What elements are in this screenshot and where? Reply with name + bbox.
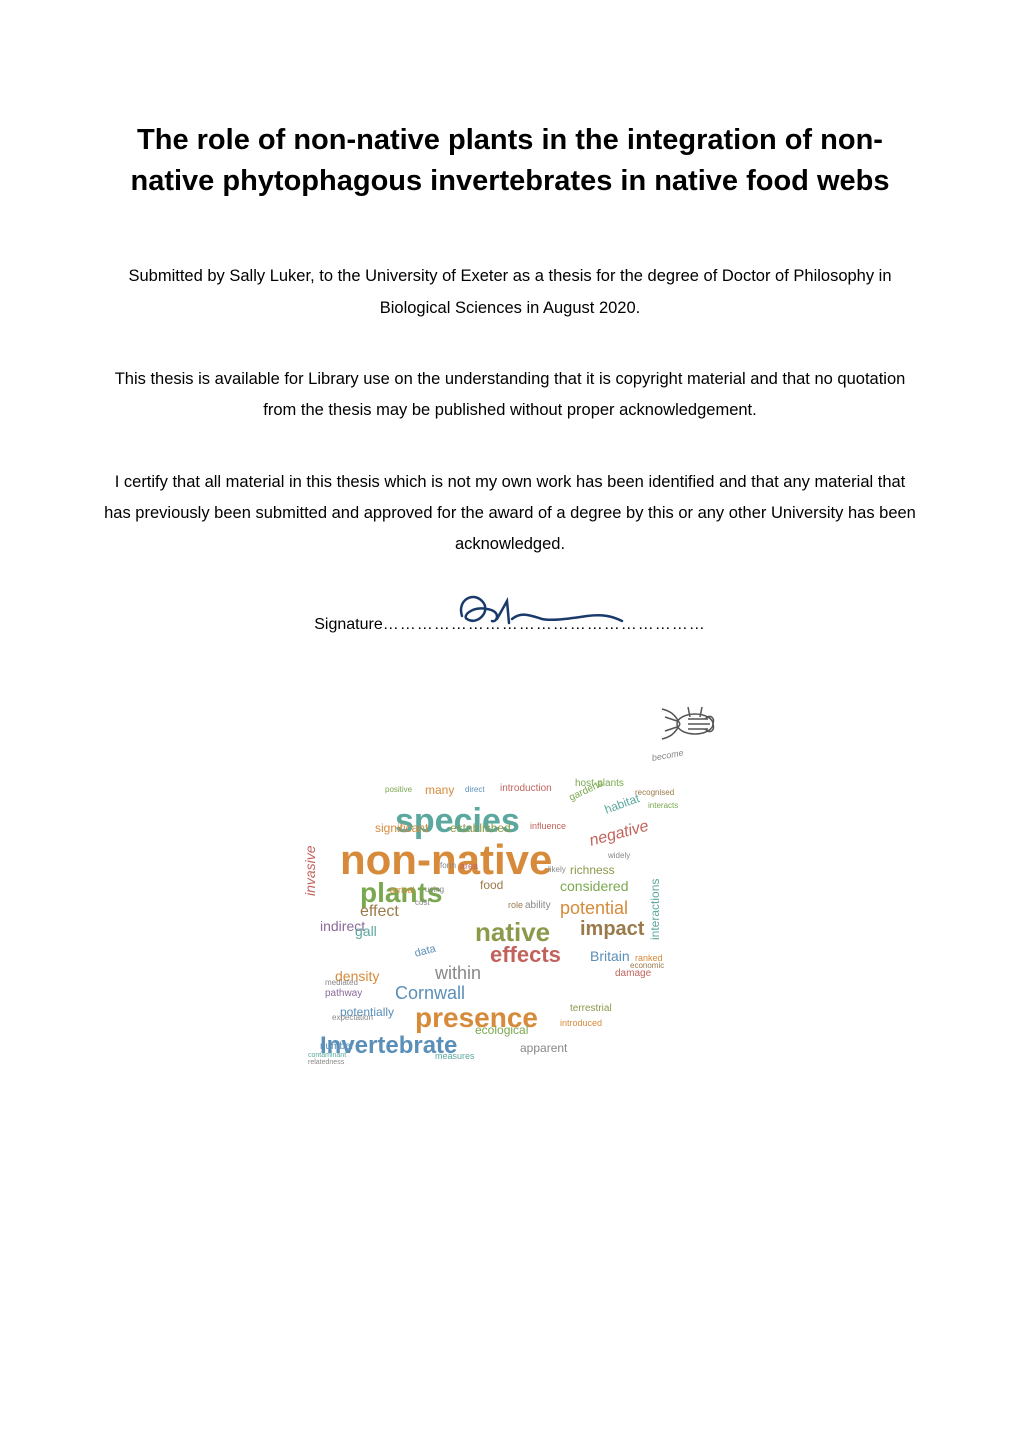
wordcloud-word: data [414, 943, 438, 959]
wordcloud-word: gall [355, 924, 377, 938]
wordcloud-word: recognised [635, 789, 674, 797]
wordcloud-word: within [435, 964, 481, 982]
wordcloud-word: widely [608, 852, 630, 860]
wordcloud-container: non-nativespeciesplantsnativepresenceInv… [100, 694, 920, 1074]
wordcloud-word: using [425, 886, 444, 894]
submission-statement: Submitted by Sally Luker, to the Univers… [100, 261, 920, 324]
signature-label: Signature [314, 616, 383, 634]
wordcloud-word: pathway [325, 989, 362, 999]
wordcloud-word: mediated [325, 979, 358, 987]
wordcloud-word: introduction [500, 784, 552, 794]
thesis-title: The role of non-native plants in the int… [100, 120, 920, 201]
wordcloud-word: ability [525, 901, 551, 911]
wordcloud-word: apparent [520, 1042, 567, 1054]
wordcloud-word: area [460, 862, 478, 871]
wordcloud-word: likely [548, 866, 566, 874]
wordcloud-word: economic [630, 962, 664, 970]
wordcloud-word: Cornwall [395, 984, 465, 1002]
wordcloud-word: significant [375, 822, 428, 834]
insect-icon [650, 699, 720, 749]
wordcloud-word: native [475, 919, 550, 945]
wordcloud-word: interactions [649, 878, 661, 939]
wordcloud-word: many [425, 784, 454, 796]
wordcloud-word: cost [415, 899, 430, 907]
wordcloud-word: damage [615, 969, 651, 979]
wordcloud-word: non-native [340, 839, 552, 881]
wordcloud-word: potential [560, 899, 628, 917]
signature-handwriting [447, 581, 627, 636]
wordcloud-word: considered [560, 879, 629, 893]
wordcloud-word: relatedness [308, 1059, 344, 1066]
wordcloud-word: measures [435, 1052, 475, 1061]
wordcloud-word: become [651, 748, 684, 762]
wordcloud-word: terrestrial [570, 1004, 612, 1014]
wordcloud-word: impact [580, 919, 644, 939]
wordcloud-word: ecological [475, 1024, 528, 1036]
signature-line: Signature………………………………………………… [100, 616, 920, 634]
wordcloud-leaf-shape: non-nativespeciesplantsnativepresenceInv… [260, 694, 760, 1074]
wordcloud-word: role [508, 901, 523, 910]
wordcloud-word: introduced [560, 1019, 602, 1028]
wordcloud-word: effects [490, 944, 561, 966]
wordcloud-word: Britain [590, 949, 630, 963]
wordcloud-word: effect [360, 904, 399, 920]
wordcloud-word: established [450, 822, 511, 834]
wordcloud-word: arrival [390, 886, 415, 895]
wordcloud-word: contaminant [308, 1052, 346, 1059]
wordcloud-word: direct [465, 786, 485, 794]
copyright-statement: This thesis is available for Library use… [100, 364, 920, 427]
wordcloud-word: influence [530, 822, 566, 831]
wordcloud-word: expectation [332, 1014, 373, 1022]
wordcloud-word: number [320, 1042, 354, 1052]
wordcloud-word: richness [570, 864, 615, 876]
wordcloud-word: positive [385, 786, 412, 794]
wordcloud-word: negative [588, 818, 651, 849]
wordcloud-word: form [440, 862, 456, 870]
certification-statement: I certify that all material in this thes… [100, 467, 920, 561]
wordcloud-word: invasive [303, 845, 317, 896]
wordcloud-word: interacts [648, 802, 678, 810]
wordcloud-word: food [480, 879, 503, 891]
